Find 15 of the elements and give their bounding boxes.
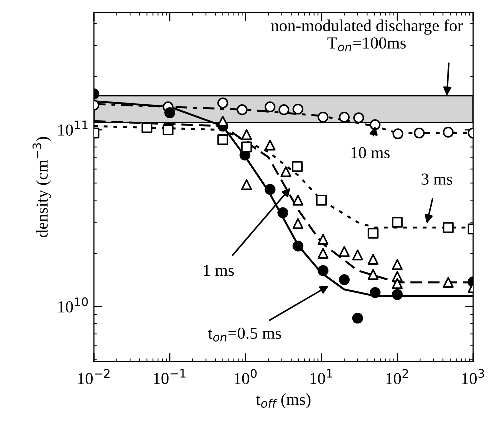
- x-tick-label: 10$^{−2}$: [78, 369, 110, 384]
- x-tick-label: 10$^{3}$: [462, 369, 484, 384]
- annotation: 3 ms: [422, 174, 452, 185]
- y-tick-label: 10$^{11}$: [58, 120, 88, 136]
- y-tick-label: 10$^{10}$: [58, 298, 88, 313]
- x-tick-label: 10$^{−1}$: [154, 369, 186, 384]
- annotation: non-modulated discharge for T$_{on}$=100ms: [271, 20, 464, 52]
- annotation: 1 ms: [204, 265, 234, 276]
- annotation: t$_{on}$=0.5 ms: [208, 328, 282, 342]
- annotation: 10 ms: [352, 147, 390, 159]
- x-tick-label: 10$^{2}$: [386, 369, 408, 384]
- y-axis-title: density (cm$^{−3}$): [32, 137, 52, 238]
- x-tick-label: 10$^{0}$: [234, 369, 257, 384]
- x-tick-label: 10$^{1}$: [310, 369, 332, 384]
- x-axis-title: t$_{off}$ (ms): [256, 394, 311, 409]
